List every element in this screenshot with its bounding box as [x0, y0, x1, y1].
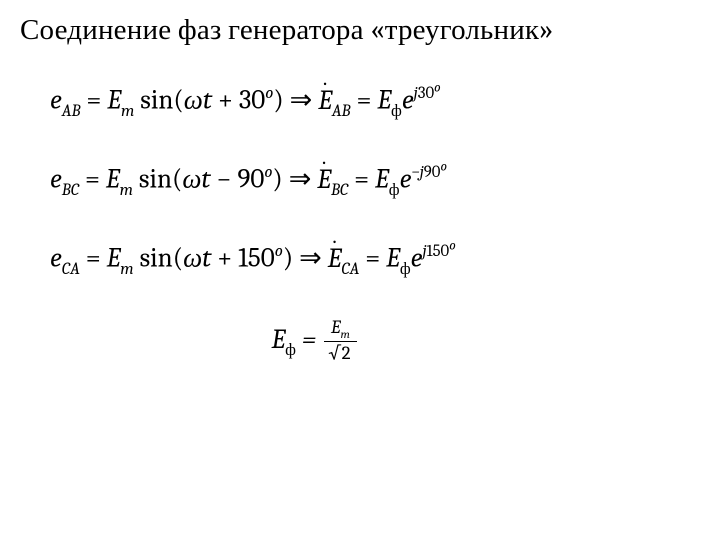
arrow: ⇒: [284, 85, 319, 116]
exp-e: e: [411, 243, 423, 274]
equals: =: [351, 85, 378, 116]
equation-row: eAB = Em sin(ωt + 30o) ⇒ EAB = Eфej30o: [50, 81, 700, 120]
var-Eph: E: [386, 243, 400, 274]
numerator: Em: [324, 316, 356, 341]
subscript: ф: [285, 341, 296, 360]
omega-t: ωt: [182, 164, 210, 195]
sin: sin: [134, 243, 173, 274]
subscript: ф: [400, 260, 411, 279]
var-Eph: E: [271, 324, 285, 355]
plus: +: [212, 85, 239, 116]
rparen: ): [283, 243, 293, 274]
phasor-E: E: [317, 164, 331, 195]
equation-row: eBC = Em sin(ωt − 90o) ⇒ EBC = Eфe−j90o: [50, 160, 700, 199]
sin: sin: [134, 85, 173, 116]
exp-e: e: [400, 164, 412, 195]
fraction: Em √2: [324, 316, 356, 364]
equals: =: [348, 164, 375, 195]
equals: =: [79, 164, 106, 195]
equation-row: eCA = Em sin(ωt + 150o) ⇒ ECA = Eфej150o: [50, 239, 700, 278]
equals: =: [80, 243, 107, 274]
var-Eph: E: [375, 164, 389, 195]
omega-t: ωt: [183, 243, 211, 274]
var-Eph: E: [377, 85, 391, 116]
sqrt: √2: [328, 342, 352, 364]
subscript: m: [120, 181, 133, 200]
phasor-E: E: [318, 85, 332, 116]
exponent: j30o: [414, 84, 441, 103]
arrow: ⇒: [293, 243, 328, 274]
subscript: ф: [391, 102, 402, 121]
var-e: e: [50, 85, 62, 116]
subscript: m: [121, 102, 134, 121]
equations-block: eAB = Em sin(ωt + 30o) ⇒ EAB = Eфej30o e…: [20, 81, 700, 366]
equals: =: [296, 324, 322, 355]
rparen: ): [273, 85, 283, 116]
arrow: ⇒: [283, 164, 318, 195]
var-Em: E: [106, 164, 120, 195]
rparen: ): [272, 164, 282, 195]
slide: Соединение фаз генератора «треугольник» …: [0, 0, 720, 540]
subscript: BC: [331, 181, 348, 200]
slide-title: Соединение фаз генератора «треугольник»: [20, 14, 700, 47]
subscript: ф: [389, 181, 400, 200]
subscript: m: [120, 260, 133, 279]
phasor-E: E: [328, 243, 342, 274]
equals: =: [80, 85, 107, 116]
equation-definition: Eф = Em √2: [50, 318, 700, 366]
angle: 30: [239, 85, 265, 116]
var-Em: E: [107, 85, 121, 116]
lparen: (: [172, 164, 182, 195]
equals: =: [359, 243, 386, 274]
exp-e: e: [402, 85, 414, 116]
plus: +: [211, 243, 238, 274]
var-Em: E: [107, 243, 121, 274]
degree: o: [264, 163, 272, 182]
lparen: (: [173, 85, 183, 116]
omega-t: ωt: [184, 85, 212, 116]
subscript: BC: [62, 181, 79, 200]
var-e: e: [50, 243, 62, 274]
subscript: AB: [332, 102, 351, 121]
lparen: (: [173, 243, 183, 274]
denominator: √2: [324, 341, 356, 364]
subscript: CA: [341, 260, 359, 279]
var-e: e: [50, 164, 62, 195]
subscript: CA: [62, 260, 80, 279]
degree: o: [265, 84, 273, 103]
degree: o: [275, 242, 283, 261]
subscript: AB: [62, 102, 81, 121]
exponent: −j90o: [411, 163, 447, 182]
sin: sin: [133, 164, 172, 195]
exponent: j150o: [422, 242, 455, 261]
minus: −: [211, 164, 238, 195]
angle: 90: [237, 164, 264, 195]
angle: 150: [238, 243, 275, 274]
